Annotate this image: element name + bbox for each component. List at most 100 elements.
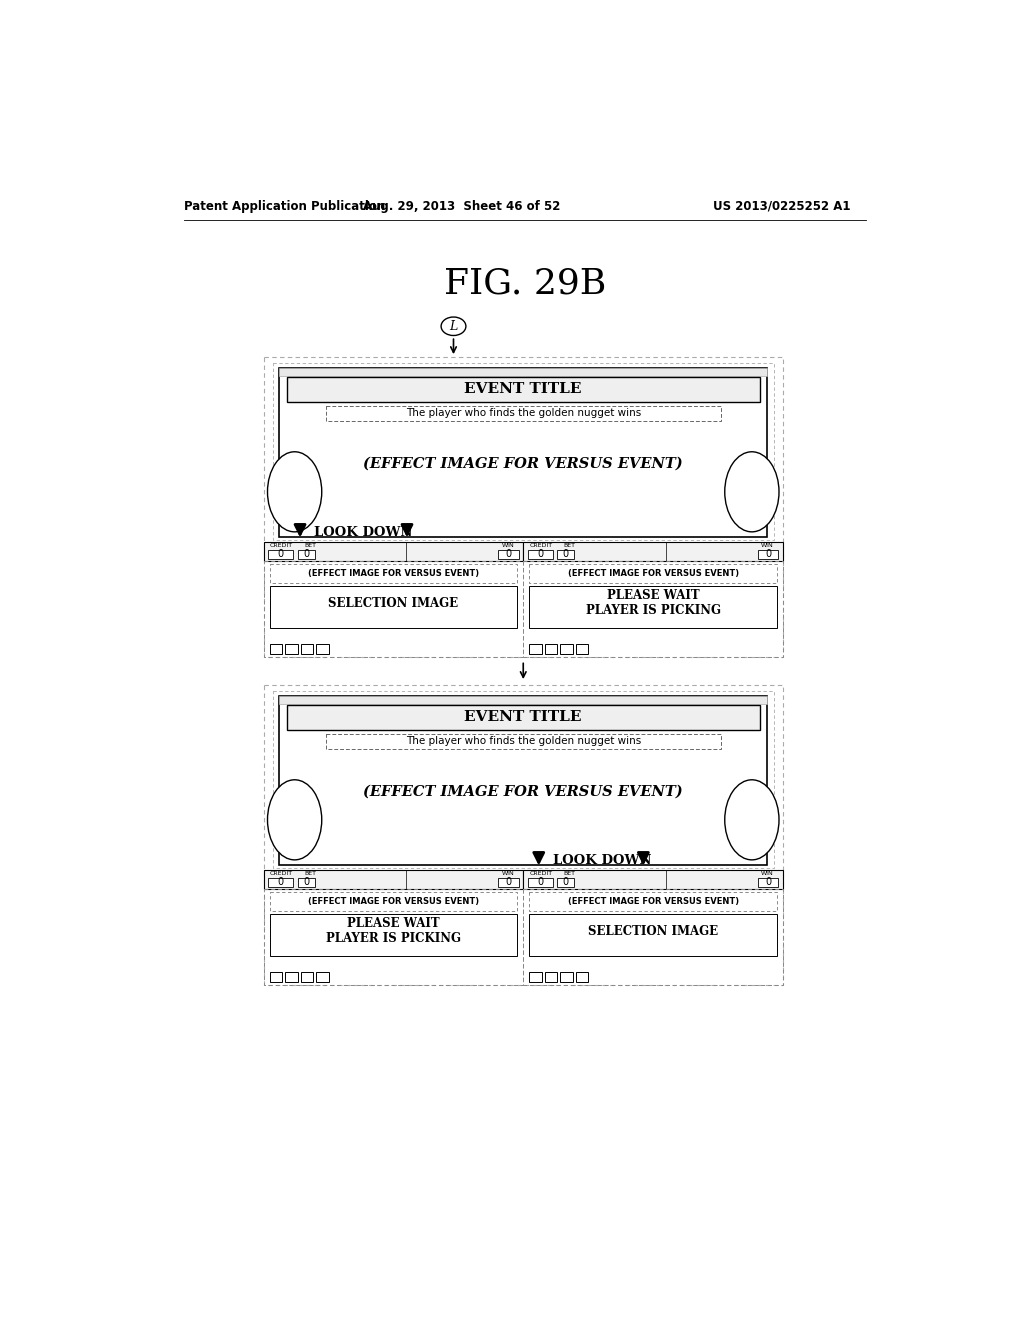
Text: LOOK DOWN: LOOK DOWN: [314, 527, 413, 539]
Bar: [758, 878, 778, 887]
Text: WIN: WIN: [502, 544, 514, 548]
Text: 0: 0: [506, 549, 512, 560]
Ellipse shape: [267, 780, 322, 859]
Bar: [528, 549, 553, 558]
Text: CREDIT: CREDIT: [270, 544, 293, 548]
Ellipse shape: [441, 317, 466, 335]
Bar: [263, 685, 783, 985]
Bar: [270, 972, 283, 982]
Bar: [280, 696, 767, 866]
Bar: [263, 890, 523, 985]
Text: PLEASE WAIT
PLAYER IS PICKING: PLEASE WAIT PLAYER IS PICKING: [326, 917, 461, 945]
Text: US 2013/0225252 A1: US 2013/0225252 A1: [713, 199, 851, 213]
Bar: [528, 878, 553, 887]
Bar: [557, 878, 574, 887]
Ellipse shape: [725, 451, 779, 532]
Bar: [529, 972, 542, 982]
Bar: [270, 892, 517, 911]
Bar: [529, 913, 776, 956]
Text: L: L: [450, 319, 458, 333]
Bar: [280, 368, 767, 537]
Text: PLEASE WAIT
PLAYER IS PICKING: PLEASE WAIT PLAYER IS PICKING: [586, 589, 721, 616]
Bar: [263, 543, 523, 561]
Text: 0: 0: [765, 549, 771, 560]
Text: 0: 0: [303, 549, 309, 560]
Text: 0: 0: [278, 549, 284, 560]
Bar: [298, 549, 314, 558]
Bar: [499, 549, 518, 558]
Bar: [523, 870, 783, 890]
Text: Aug. 29, 2013  Sheet 46 of 52: Aug. 29, 2013 Sheet 46 of 52: [362, 199, 560, 213]
Bar: [273, 692, 773, 869]
Bar: [263, 870, 523, 890]
Bar: [326, 734, 721, 748]
Text: (EFFECT IMAGE FOR VERSUS EVENT): (EFFECT IMAGE FOR VERSUS EVENT): [308, 569, 479, 578]
Text: LOOK DOWN: LOOK DOWN: [553, 854, 651, 867]
Bar: [286, 644, 298, 653]
Bar: [326, 405, 721, 421]
Bar: [575, 644, 589, 653]
Bar: [280, 368, 767, 376]
Bar: [301, 644, 313, 653]
Bar: [523, 561, 783, 657]
Text: SELECTION IMAGE: SELECTION IMAGE: [588, 924, 718, 937]
Bar: [529, 586, 776, 628]
Text: EVENT TITLE: EVENT TITLE: [465, 710, 582, 725]
Text: CREDIT: CREDIT: [529, 871, 553, 876]
Text: The player who finds the golden nugget wins: The player who finds the golden nugget w…: [406, 408, 641, 418]
Text: BET: BET: [304, 544, 316, 548]
Bar: [301, 972, 313, 982]
Text: CREDIT: CREDIT: [270, 871, 293, 876]
Bar: [560, 972, 572, 982]
Text: Patent Application Publication: Patent Application Publication: [183, 199, 385, 213]
Text: EVENT TITLE: EVENT TITLE: [465, 383, 582, 396]
Bar: [268, 878, 293, 887]
Bar: [545, 972, 557, 982]
Bar: [545, 644, 557, 653]
Bar: [286, 972, 298, 982]
Bar: [499, 878, 518, 887]
Bar: [280, 696, 767, 704]
Bar: [529, 892, 776, 911]
Bar: [298, 878, 314, 887]
Bar: [270, 564, 517, 582]
Text: SELECTION IMAGE: SELECTION IMAGE: [329, 597, 459, 610]
Text: (EFFECT IMAGE FOR VERSUS EVENT): (EFFECT IMAGE FOR VERSUS EVENT): [308, 898, 479, 906]
Text: FIG. 29B: FIG. 29B: [443, 267, 606, 300]
Ellipse shape: [267, 451, 322, 532]
Text: 0: 0: [506, 878, 512, 887]
Bar: [560, 644, 572, 653]
Text: BET: BET: [563, 544, 575, 548]
Bar: [270, 913, 517, 956]
Text: 0: 0: [278, 878, 284, 887]
Bar: [270, 644, 283, 653]
Text: (EFFECT IMAGE FOR VERSUS EVENT): (EFFECT IMAGE FOR VERSUS EVENT): [364, 457, 683, 470]
Bar: [263, 561, 523, 657]
Text: 0: 0: [538, 878, 544, 887]
Text: 0: 0: [563, 878, 569, 887]
Text: 0: 0: [538, 549, 544, 560]
Bar: [268, 549, 293, 558]
Text: BET: BET: [304, 871, 316, 876]
Bar: [263, 358, 783, 657]
Text: 0: 0: [563, 549, 569, 560]
Bar: [529, 564, 776, 582]
Bar: [273, 363, 773, 540]
Bar: [523, 890, 783, 985]
Text: WIN: WIN: [761, 871, 774, 876]
Text: 0: 0: [765, 878, 771, 887]
Text: CREDIT: CREDIT: [529, 544, 553, 548]
Bar: [523, 543, 783, 561]
Bar: [287, 378, 760, 401]
Bar: [316, 644, 329, 653]
Bar: [529, 644, 542, 653]
Text: (EFFECT IMAGE FOR VERSUS EVENT): (EFFECT IMAGE FOR VERSUS EVENT): [567, 898, 738, 906]
Bar: [316, 972, 329, 982]
Bar: [557, 549, 574, 558]
Text: (EFFECT IMAGE FOR VERSUS EVENT): (EFFECT IMAGE FOR VERSUS EVENT): [364, 784, 683, 799]
Text: WIN: WIN: [761, 544, 774, 548]
Ellipse shape: [725, 780, 779, 859]
Text: BET: BET: [563, 871, 575, 876]
Bar: [270, 586, 517, 628]
Bar: [758, 549, 778, 558]
